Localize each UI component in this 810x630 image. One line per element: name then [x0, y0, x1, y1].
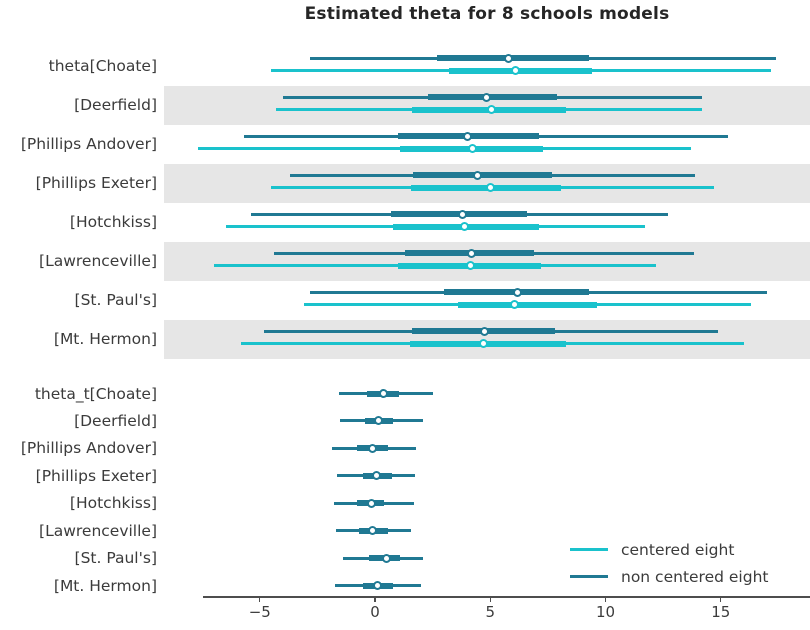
row-label-theta-4: [Hotchkiss]: [69, 213, 157, 231]
non-centered-median-dot: [378, 389, 388, 398]
centered-median-dot: [509, 300, 519, 309]
chart-title: Estimated theta for 8 schools models: [304, 4, 670, 24]
row-label-theta-t-3: [Phillips Exeter]: [35, 466, 157, 485]
non-centered-median-dot: [462, 131, 472, 141]
x-axis-tick-label: 0: [370, 603, 380, 621]
x-axis-tick-mark: [720, 597, 722, 602]
legend-label-non-centered: non centered eight: [621, 567, 769, 586]
centered-iqr-bar: [457, 301, 598, 308]
centered-median-dot: [478, 339, 488, 348]
non-centered-median-dot: [374, 416, 384, 426]
centered-median-dot: [460, 222, 470, 231]
centered-iqr-bar: [410, 184, 561, 191]
row-label-theta-t-6: [St. Paul's]: [74, 549, 157, 568]
row-label-theta-t-2: [Phillips Andover]: [20, 439, 157, 458]
centered-median-dot: [485, 183, 495, 192]
legend-item-centered: centered eight: [570, 536, 768, 563]
row-label-theta-2: [Phillips Andover]: [20, 135, 157, 153]
non-centered-line-swatch: [570, 575, 608, 578]
legend-label-centered: centered eight: [621, 540, 735, 559]
non-centered-median-dot: [368, 443, 378, 453]
row-label-theta-6: [St. Paul's]: [74, 291, 157, 309]
non-centered-median-dot: [513, 287, 523, 297]
x-axis-tick-label: −5: [248, 603, 271, 621]
non-centered-median-dot: [373, 581, 383, 591]
row-label-theta-7: [Mt. Hermon]: [53, 330, 157, 348]
legend-item-non-centered: non centered eight: [570, 563, 768, 590]
x-axis-tick-label: 10: [595, 603, 616, 621]
row-label-theta-t-1: [Deerfield]: [74, 411, 157, 430]
x-axis-tick-label: 15: [711, 603, 731, 621]
non-centered-iqr-bar: [413, 172, 553, 178]
non-centered-median-dot: [371, 471, 381, 481]
non-centered-median-dot: [458, 209, 468, 219]
centered-iqr-bar: [448, 67, 592, 74]
row-label-theta-0: theta[Choate]: [48, 57, 157, 75]
non-centered-median-dot: [482, 92, 492, 102]
centered-median-dot: [511, 66, 521, 75]
non-centered-median-dot: [366, 498, 376, 508]
row-band: [164, 85, 810, 125]
non-centered-median-dot: [473, 170, 483, 180]
centered-median-dot: [486, 105, 496, 114]
row-label-theta-t-4: [Hotchkiss]: [69, 494, 157, 513]
non-centered-median-dot: [368, 526, 378, 536]
row-label-theta-5: [Lawrenceville]: [39, 252, 157, 270]
x-axis-spine: [203, 596, 810, 598]
non-centered-median-dot: [504, 53, 514, 63]
non-centered-median-dot: [381, 553, 391, 563]
row-label-theta-t-7: [Mt. Hermon]: [53, 576, 157, 595]
row-label-theta-t-0: theta_t[Choate]: [34, 384, 157, 403]
centered-iqr-bar: [409, 340, 567, 347]
non-centered-iqr-bar: [437, 55, 590, 61]
row-label-theta-3: [Phillips Exeter]: [35, 174, 157, 192]
centered-median-dot: [466, 261, 476, 270]
non-centered-median-dot: [479, 326, 489, 336]
row-band: [164, 319, 810, 359]
x-axis-tick-mark: [374, 597, 376, 602]
x-axis-tick-mark: [604, 597, 607, 602]
x-axis-tick-mark: [259, 597, 261, 602]
row-label-theta-1: [Deerfield]: [74, 96, 157, 114]
centered-line-swatch: [570, 548, 608, 551]
centered-median-dot: [468, 144, 478, 153]
x-axis-tick-mark: [489, 597, 491, 602]
row-label-theta-t-5: [Lawrenceville]: [39, 521, 157, 540]
non-centered-median-dot: [467, 248, 477, 258]
non-centered-iqr-bar: [428, 94, 558, 100]
legend: centered eight non centered eight: [570, 536, 768, 590]
row-band: [164, 241, 810, 281]
x-axis-tick-label: 5: [485, 603, 496, 621]
